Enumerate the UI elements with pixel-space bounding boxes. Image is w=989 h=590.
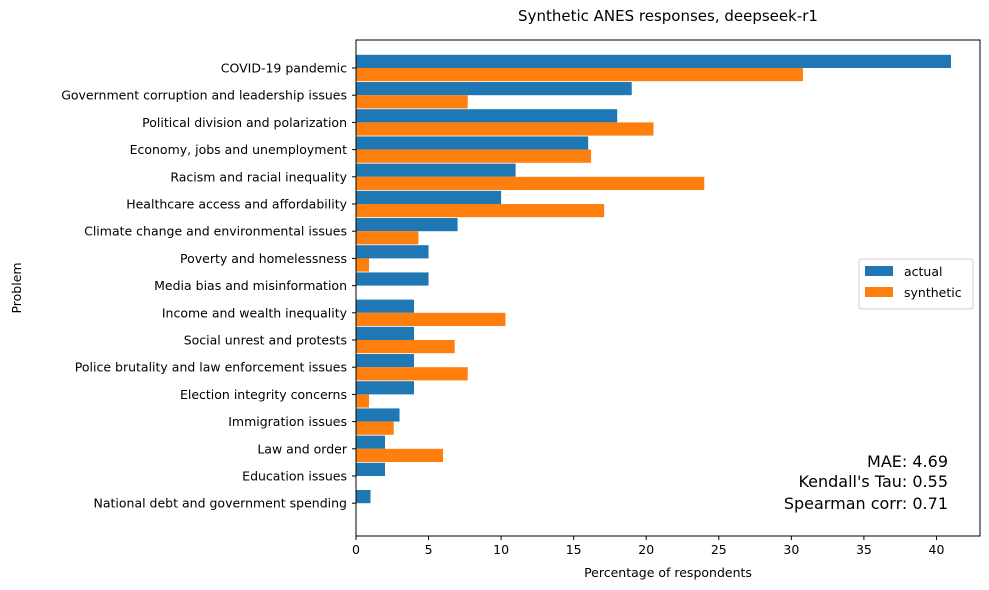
series-actual-bars: [356, 54, 951, 504]
bar-actual-8: [356, 272, 429, 286]
y-axis-label: Problem: [9, 262, 24, 313]
x-tick-label: 40: [929, 542, 945, 557]
bar-synthetic-11: [356, 367, 468, 381]
legend-swatch-synthetic: [865, 287, 893, 297]
bar-actual-6: [356, 218, 458, 232]
category-label: Poverty and homelessness: [180, 251, 347, 266]
category-label: National debt and government spending: [94, 496, 348, 511]
bar-actual-12: [356, 381, 415, 395]
bar-actual-11: [356, 354, 415, 368]
category-label: Income and wealth inequality: [162, 305, 348, 320]
category-label: Law and order: [257, 441, 348, 456]
legend-label-synthetic: synthetic: [904, 285, 962, 300]
bar-synthetic-1: [356, 95, 468, 109]
x-tick-label: 10: [493, 542, 509, 557]
plot-area: [355, 39, 981, 537]
bar-actual-10: [356, 326, 415, 340]
bar-synthetic-14: [356, 448, 444, 462]
bar-synthetic-7: [356, 258, 370, 272]
bar-actual-4: [356, 163, 516, 177]
bar-synthetic-0: [356, 68, 803, 82]
bar-actual-2: [356, 109, 618, 123]
category-label: Climate change and environmental issues: [84, 224, 347, 239]
x-tick-label: 35: [856, 542, 872, 557]
plot-frame: [355, 39, 981, 537]
category-label: Election integrity concerns: [180, 387, 347, 402]
bar-synthetic-13: [356, 421, 394, 435]
legend-label-actual: actual: [904, 264, 943, 279]
x-tick-label: 0: [352, 542, 360, 557]
bar-synthetic-4: [356, 176, 705, 190]
bar-synthetic-6: [356, 231, 419, 245]
category-label: Social unrest and protests: [184, 333, 347, 348]
bar-actual-9: [356, 299, 415, 313]
chart-title: Synthetic ANES responses, deepseek-r1: [518, 7, 818, 25]
legend-swatch-actual: [865, 266, 893, 276]
category-label: COVID-19 pandemic: [221, 61, 347, 76]
stats-annotation: MAE: 4.69 Kendall's Tau: 0.55 Spearman c…: [784, 452, 948, 513]
kendall-tau-annotation: Kendall's Tau: 0.55: [798, 472, 948, 491]
x-axis: 0 5 10 15 20 25 30 35 40: [352, 536, 944, 557]
bar-actual-7: [356, 245, 429, 259]
bar-synthetic-12: [356, 394, 370, 408]
bar-synthetic-2: [356, 122, 654, 136]
bar-actual-3: [356, 136, 589, 150]
x-tick-label: 5: [425, 542, 433, 557]
bar-synthetic-5: [356, 204, 605, 218]
x-tick-label: 20: [638, 542, 654, 557]
x-tick-label: 15: [566, 542, 582, 557]
category-label: Immigration issues: [228, 414, 347, 429]
mae-annotation: MAE: 4.69: [867, 452, 948, 471]
x-axis-label: Percentage of respondents: [584, 565, 752, 580]
bar-actual-13: [356, 408, 400, 422]
category-label: Education issues: [242, 469, 347, 484]
legend: actual synthetic: [858, 258, 974, 310]
x-tick-label: 25: [711, 542, 727, 557]
bar-actual-1: [356, 82, 632, 96]
bar-actual-14: [356, 435, 386, 449]
bar-actual-15: [356, 462, 386, 476]
bar-actual-5: [356, 190, 502, 204]
x-tick-label: 30: [783, 542, 799, 557]
bar-actual-0: [356, 54, 951, 68]
bar-synthetic-10: [356, 340, 455, 354]
bar-actual-16: [356, 490, 371, 504]
category-label: Media bias and misinformation: [154, 278, 347, 293]
category-label: Racism and racial inequality: [170, 169, 347, 184]
y-axis: COVID-19 pandemic Government corruption a…: [61, 61, 356, 511]
series-synthetic-bars: [356, 68, 803, 462]
bar-synthetic-9: [356, 312, 506, 326]
bar-synthetic-3: [356, 149, 592, 163]
category-label: Police brutality and law enforcement iss…: [75, 360, 347, 375]
category-label: Economy, jobs and unemployment: [130, 142, 347, 157]
category-label: Healthcare access and affordability: [126, 197, 347, 212]
category-label: Political division and polarization: [142, 115, 347, 130]
spearman-corr-annotation: Spearman corr: 0.71: [784, 494, 948, 513]
category-label: Government corruption and leadership iss…: [61, 88, 347, 103]
